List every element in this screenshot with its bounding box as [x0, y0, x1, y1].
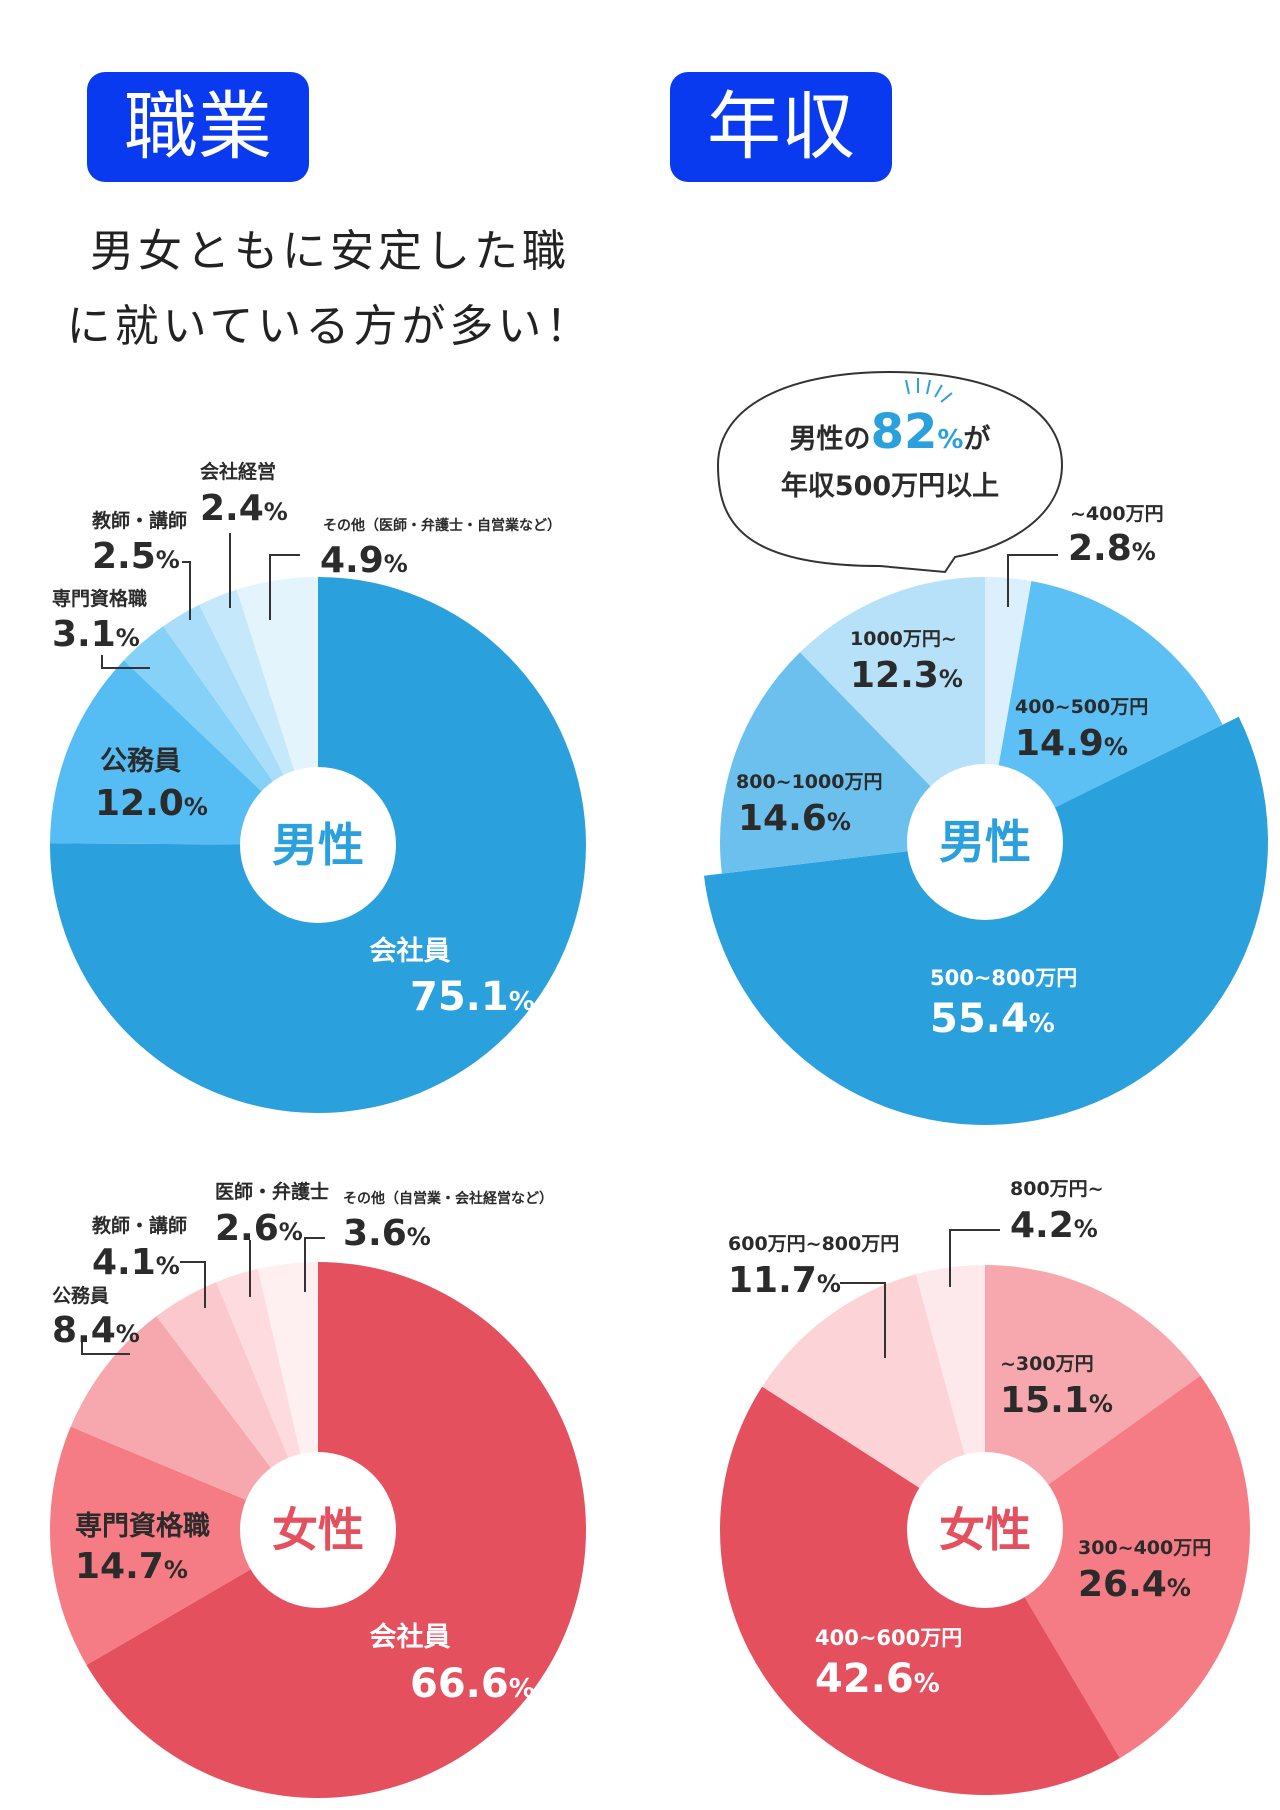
label-female-job-5-value: 3.6% — [343, 1213, 431, 1254]
label-female-job-0-value: 66.6% — [410, 1661, 535, 1707]
male-job-labels: 会社員 75.1% 公務員 12.0% 専門資格職 3.1% 教師・講師 2.5… — [52, 460, 561, 1020]
male-job-center-label: 男性 — [272, 818, 364, 872]
label-female-income-3-value: 11.7% — [728, 1260, 841, 1301]
female-income-center-hole — [907, 1452, 1063, 1608]
subtitle-line-1: 男女ともに安定した職 — [90, 226, 570, 277]
speech-bubble: 男性の82%が 年収500万円以上 — [716, 370, 1064, 574]
label-male-job-5-value: 4.9% — [320, 540, 408, 581]
male-job-slice-1 — [50, 660, 319, 845]
label-male-income-2-value: 55.4% — [930, 996, 1055, 1042]
label-female-job-2-value: 8.4% — [52, 1310, 140, 1351]
male-income-center-hole — [907, 764, 1063, 920]
female-income-slice-1 — [985, 1375, 1250, 1759]
label-male-income-0-name: ~400万円 — [1070, 503, 1164, 525]
label-female-job-1-name: 専門資格職 — [75, 1511, 210, 1542]
label-male-job-3-value: 2.5% — [92, 536, 180, 577]
label-male-income-3-value: 14.6% — [738, 798, 851, 839]
female-job-slice-2 — [70, 1316, 318, 1530]
female-job-pie: 女性 — [50, 1262, 587, 1798]
label-female-job-3-value: 4.1% — [92, 1242, 180, 1283]
label-female-income-3-name: 600万円~800万円 — [728, 1233, 899, 1255]
label-male-job-0-value: 75.1% — [410, 974, 535, 1020]
label-female-income-4-value: 4.2% — [1010, 1205, 1098, 1246]
label-male-job-1-name: 公務員 — [100, 746, 181, 777]
label-female-income-0-value: 15.1% — [1000, 1380, 1113, 1421]
label-female-job-4-name: 医師・弁護士 — [215, 1180, 329, 1203]
female-job-center-hole — [240, 1452, 396, 1608]
male-job-center-hole — [240, 767, 396, 923]
male-income-slice-1 — [985, 581, 1223, 842]
label-female-income-2-value: 42.6% — [815, 1656, 940, 1702]
male-income-slice-4 — [799, 577, 985, 842]
label-female-job-0-name: 会社員 — [370, 1621, 451, 1653]
label-male-job-2-name: 専門資格職 — [52, 587, 147, 610]
job-header-badge: 職業 — [87, 72, 309, 182]
label-male-job-3-name: 教師・講師 — [92, 509, 187, 532]
male-income-center-label: 男性 — [939, 815, 1031, 869]
female-job-slice-1 — [50, 1426, 318, 1665]
female-income-slice-2 — [719, 1386, 1120, 1796]
label-female-income-0-name: ~300万円 — [1000, 1353, 1094, 1375]
label-female-income-2-name: 400~600万円 — [815, 1626, 962, 1650]
male-income-slice-2 — [704, 716, 1268, 1125]
female-income-slice-0 — [985, 1265, 1201, 1530]
female-income-pie: 女性 — [719, 1265, 1250, 1796]
label-male-job-0-name: 会社員 — [370, 935, 451, 967]
male-income-pie: 男性 — [704, 577, 1268, 1125]
label-female-income-1-value: 26.4% — [1078, 1564, 1191, 1605]
label-male-income-2-name: 500~800万円 — [930, 966, 1077, 990]
bubble-line-2: 年収500万円以上 — [781, 470, 999, 502]
label-male-income-3-name: 800~1000万円 — [736, 771, 882, 793]
female-income-labels: ~300万円 15.1% 300~400万円 26.4% 400~600万円 4… — [728, 1178, 1211, 1702]
label-female-job-4-value: 2.6% — [215, 1208, 303, 1249]
label-female-job-5-name: その他（自営業・会社経営など） — [343, 1190, 553, 1207]
label-male-job-1-value: 12.0% — [95, 783, 208, 824]
label-male-income-4-name: 1000万円~ — [850, 628, 957, 650]
female-income-center-label: 女性 — [939, 1503, 1031, 1557]
income-header-badge: 年収 — [670, 72, 892, 182]
label-male-income-4-value: 12.3% — [850, 655, 963, 696]
male-income-labels: ~400万円 2.8% 400~500万円 14.9% 500~800万円 55… — [736, 503, 1164, 1042]
female-job-labels: 会社員 66.6% 専門資格職 14.7% 公務員 8.4% 教師・講師 4.1… — [52, 1180, 553, 1707]
subtitle-line-2: に就いている方が多い！ — [66, 301, 594, 352]
label-male-job-2-value: 3.1% — [52, 614, 140, 655]
female-income-slice-3 — [762, 1274, 985, 1530]
leader-lines — [81, 533, 1058, 1358]
bubble-line-1: 男性の82%が — [790, 404, 991, 460]
female-job-center-label: 女性 — [272, 1503, 364, 1557]
label-male-job-5-name: その他（医師・弁護士・自営業など） — [323, 517, 561, 534]
label-male-income-1-value: 14.9% — [1015, 723, 1128, 764]
male-job-pie: 男性 — [50, 577, 586, 1113]
label-female-income-1-name: 300~400万円 — [1078, 1537, 1211, 1559]
label-female-income-4-name: 800万円~ — [1010, 1178, 1104, 1200]
label-female-job-3-name: 教師・講師 — [92, 1214, 187, 1237]
label-male-job-4-value: 2.4% — [200, 488, 288, 529]
label-female-job-2-name: 公務員 — [52, 1284, 109, 1307]
label-female-job-1-value: 14.7% — [75, 1546, 188, 1587]
label-male-income-1-name: 400~500万円 — [1015, 696, 1148, 718]
label-male-job-4-name: 会社経営 — [200, 460, 276, 483]
label-male-income-0-value: 2.8% — [1068, 528, 1156, 569]
sparkle-lines-icon — [905, 378, 953, 403]
